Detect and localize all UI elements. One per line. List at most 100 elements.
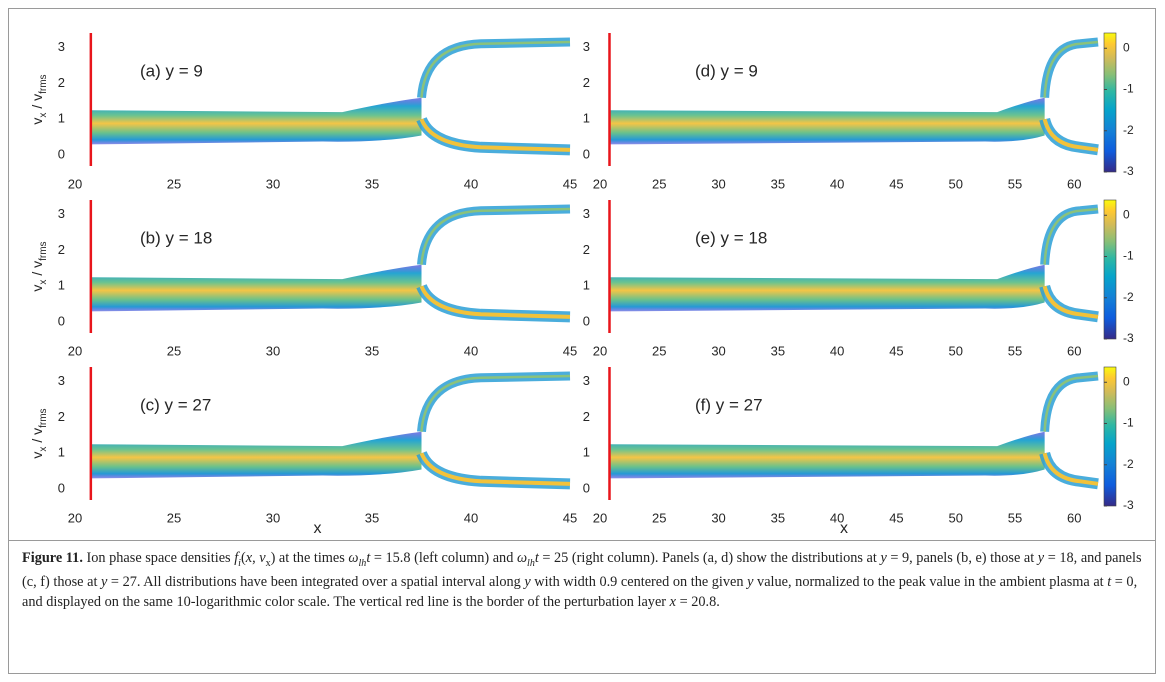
x-tick-label: 45 xyxy=(563,343,577,358)
y-tick-label: 2 xyxy=(58,75,65,90)
x-tick-label: 40 xyxy=(464,510,478,525)
y-tick-label: 1 xyxy=(58,111,65,126)
x-tick-label: 50 xyxy=(948,343,962,358)
density-band xyxy=(90,264,422,312)
y-tick-label: 3 xyxy=(583,206,590,221)
panel-label: (e) y = 18 xyxy=(695,228,767,247)
density-upper xyxy=(417,37,571,99)
y-tick-label: 1 xyxy=(58,445,65,460)
x-tick-label: 45 xyxy=(563,176,577,191)
colorbar-tick-label: -1 xyxy=(1123,82,1134,96)
x-tick-label: 45 xyxy=(889,176,903,191)
caption: Figure 11. Ion phase space densities fi(… xyxy=(22,549,1144,612)
density-upper-core xyxy=(1043,207,1099,265)
x-tick-label: 20 xyxy=(68,510,82,525)
density-upper xyxy=(1040,371,1099,432)
density-band xyxy=(90,97,422,145)
y-tick-label: 3 xyxy=(583,373,590,388)
caption-part: = 9, panels (b, e) those at xyxy=(886,550,1038,566)
y-axis-label-part: x xyxy=(38,280,49,285)
y-tick-label: 2 xyxy=(583,409,590,424)
y-axis-label-part: frms xyxy=(38,408,49,427)
caption-part: ( xyxy=(240,550,246,566)
x-tick-label: 55 xyxy=(1008,176,1022,191)
caption-part: y xyxy=(101,574,108,591)
caption-part: , xyxy=(252,550,260,566)
density-upper xyxy=(417,371,571,433)
x-tick-label: 30 xyxy=(266,176,280,191)
y-axis-label-part: x xyxy=(38,447,49,452)
caption-part: x xyxy=(245,550,253,566)
x-tick-label: 30 xyxy=(711,176,725,191)
caption-part: t xyxy=(534,550,539,566)
caption-part: x xyxy=(265,557,271,569)
x-tick-label: 20 xyxy=(593,343,607,358)
x-tick-label: 60 xyxy=(1067,176,1081,191)
y-tick-label: 2 xyxy=(583,75,590,90)
y-axis-label-part: / v xyxy=(29,428,45,447)
x-tick-label: 25 xyxy=(167,176,181,191)
x-tick-label: 25 xyxy=(652,343,666,358)
x-tick-label: 25 xyxy=(652,510,666,525)
colorbar-tick-label: -1 xyxy=(1123,416,1134,430)
panel-label: (f) y = 27 xyxy=(695,395,763,414)
caption-part: lh xyxy=(358,557,367,569)
x-tick-label: 40 xyxy=(830,176,844,191)
caption-part: Ion phase space densities xyxy=(86,550,235,566)
y-tick-label: 0 xyxy=(58,314,65,329)
colorbar-tick-label: -2 xyxy=(1123,123,1134,137)
caption-body: Ion phase space densities fi(x, vx) at t… xyxy=(22,550,1142,610)
x-axis-label: x xyxy=(314,520,322,537)
x-tick-label: 60 xyxy=(1067,510,1081,525)
colorbar-tick-label: 0 xyxy=(1123,207,1130,221)
density-upper xyxy=(1040,204,1099,265)
colorbar xyxy=(1103,366,1117,507)
y-tick-label: 2 xyxy=(58,242,65,257)
colorbar-tick-label: 0 xyxy=(1123,40,1130,54)
colorbar-tick-label: -3 xyxy=(1123,331,1134,345)
density-band xyxy=(609,97,1045,145)
x-tick-label: 20 xyxy=(593,176,607,191)
density-band xyxy=(609,431,1045,479)
colorbar-tick-label: -2 xyxy=(1123,457,1134,471)
caption-part: t xyxy=(366,550,371,566)
x-tick-label: 35 xyxy=(771,510,785,525)
y-axis-label-part: frms xyxy=(38,241,49,260)
caption-part: ω xyxy=(516,550,528,566)
x-tick-label: 40 xyxy=(464,343,478,358)
caption-part: = 27. All distributions have been integr… xyxy=(107,574,525,591)
y-tick-label: 1 xyxy=(583,445,590,460)
x-tick-label: 45 xyxy=(889,343,903,358)
density-upper xyxy=(417,204,571,266)
panel-label: (d) y = 9 xyxy=(695,61,758,80)
y-axis-label-part: v xyxy=(29,452,45,459)
y-axis-label-part: frms xyxy=(38,74,49,93)
density-lower-core xyxy=(419,285,571,319)
density-band xyxy=(609,264,1045,312)
x-tick-label: 20 xyxy=(68,176,82,191)
panel-label: (b) y = 18 xyxy=(140,228,212,247)
caption-part: = 25 (right column). Panels (a, d) show … xyxy=(538,550,881,566)
x-tick-label: 35 xyxy=(771,176,785,191)
x-tick-label: 55 xyxy=(1008,343,1022,358)
density-upper-core xyxy=(1043,374,1099,432)
caption-part: t xyxy=(1107,574,1112,591)
x-tick-label: 45 xyxy=(563,510,577,525)
x-tick-label: 50 xyxy=(948,176,962,191)
y-tick-label: 3 xyxy=(583,39,590,54)
colorbar-tick-label: -3 xyxy=(1123,164,1134,178)
y-axis-label: vx / vfrms xyxy=(29,408,49,458)
panel-label: (a) y = 9 xyxy=(140,61,203,80)
y-axis-label: vx / vfrms xyxy=(29,241,49,291)
x-tick-label: 25 xyxy=(652,176,666,191)
caption-part: y xyxy=(524,574,531,591)
density-lower xyxy=(416,116,571,156)
density-lower-core xyxy=(1042,452,1099,486)
caption-part: ω xyxy=(348,550,359,566)
colorbar-tick-label: -2 xyxy=(1123,290,1134,304)
density-lower-core xyxy=(419,118,571,152)
y-tick-label: 2 xyxy=(583,242,590,257)
panel-label: (c) y = 27 xyxy=(140,395,211,414)
density-band xyxy=(90,431,422,479)
y-tick-label: 3 xyxy=(58,39,65,54)
